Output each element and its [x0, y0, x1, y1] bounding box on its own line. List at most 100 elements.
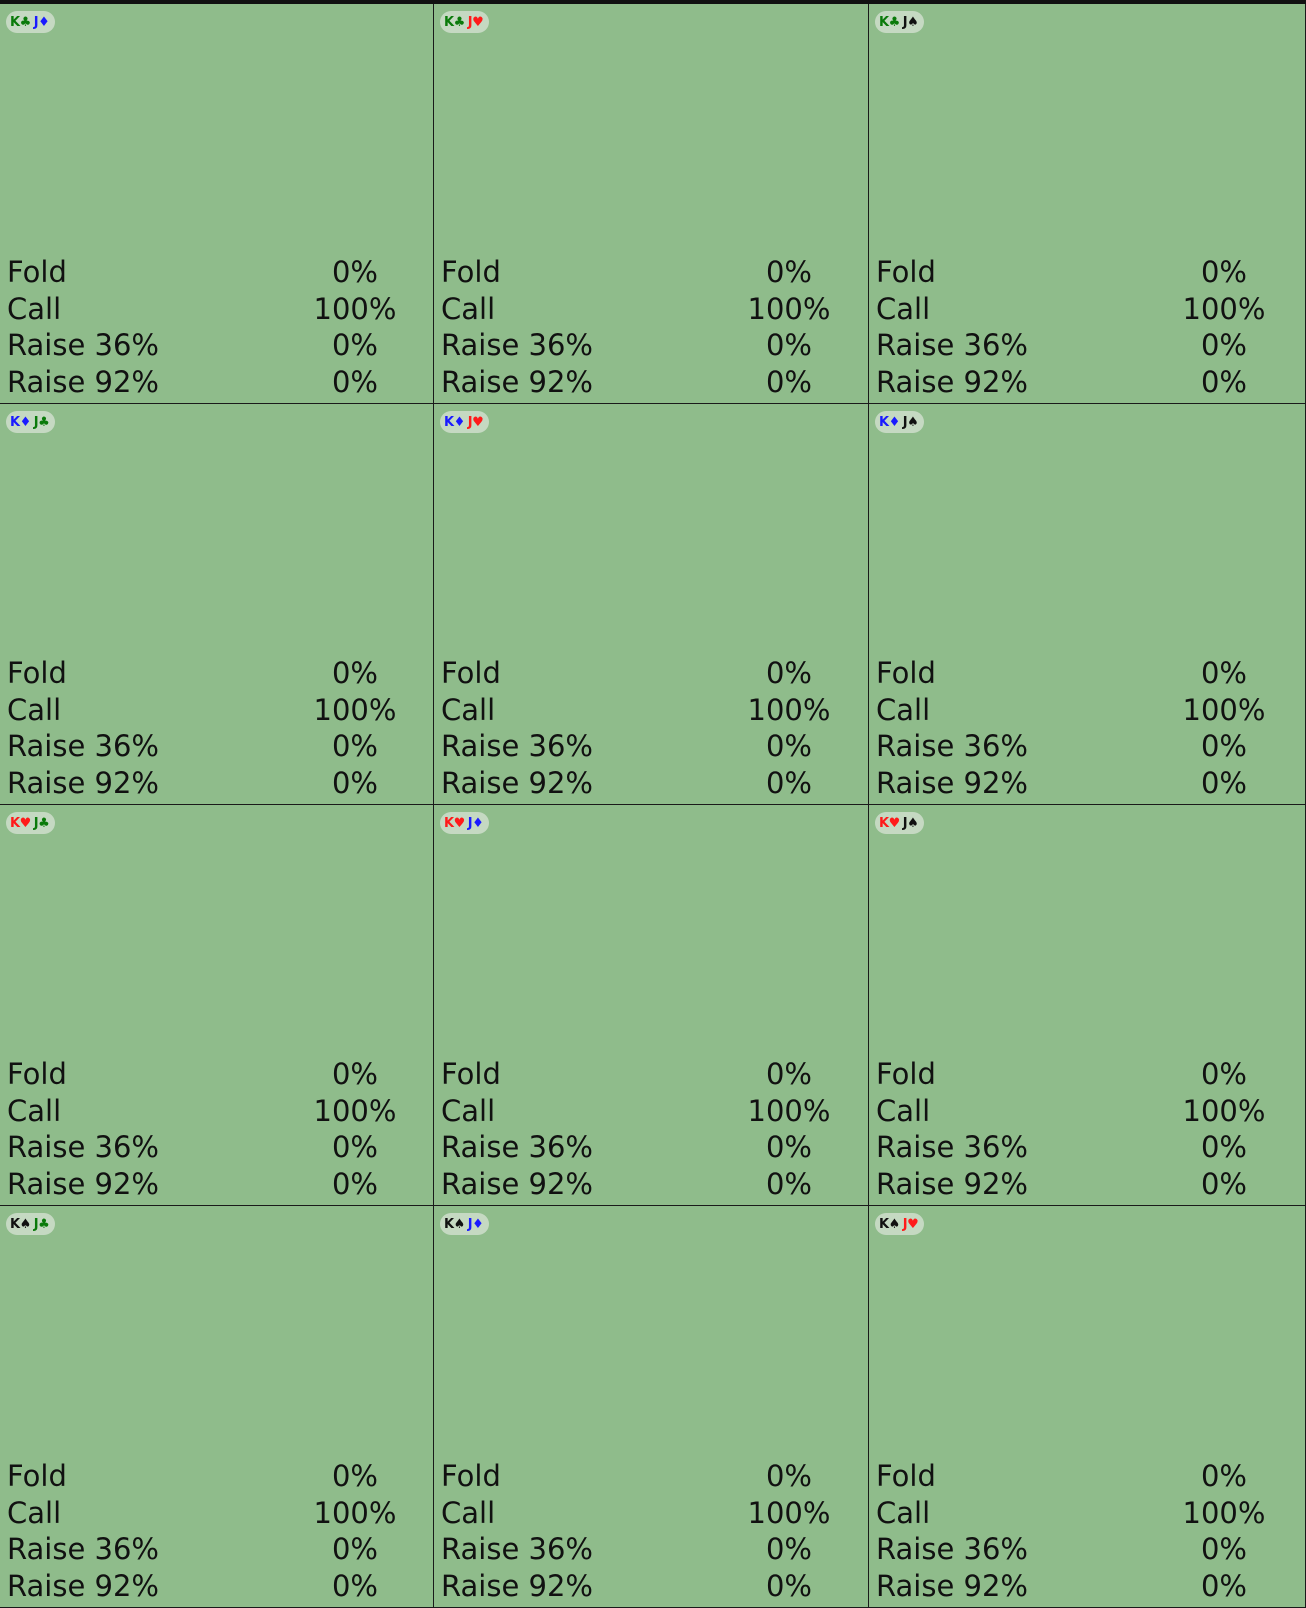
- hand-badge: K ♣ J ♦: [6, 11, 56, 33]
- hearts-suit-icon: ♥: [888, 815, 901, 831]
- hand-cell[interactable]: K ♦ J ♣ Fold 0% Call 100% Raise 36% 0% Raise 92% 0%: [0, 404, 434, 805]
- action-label: Raise 36%: [876, 1130, 1028, 1164]
- card-hearts: J ♥: [468, 16, 484, 29]
- action-frequencies: Fold 0% Call 100% Raise 36% 0% Raise 92% 0%: [876, 254, 1305, 400]
- action-frequency: 0%: [765, 729, 812, 763]
- card-hearts: J ♥: [903, 1218, 919, 1231]
- hand-badge: K ♥ J ♣: [6, 812, 56, 834]
- card-clubs: K ♣: [879, 16, 900, 29]
- action-row: Fold 0%: [876, 1056, 1305, 1093]
- action-frequency: 100%: [747, 1093, 831, 1128]
- hand-cell[interactable]: K ♠ J ♥ Fold 0% Call 100% Raise 36% 0% Raise 92% 0%: [869, 1206, 1306, 1608]
- action-frequency: 100%: [1182, 1093, 1266, 1128]
- hand-cell[interactable]: K ♥ J ♣ Fold 0% Call 100% Raise 36% 0% Raise 92% 0%: [0, 805, 434, 1206]
- hearts-suit-icon: ♥: [907, 1216, 919, 1232]
- action-frequency: 0%: [1200, 364, 1247, 399]
- action-row: Fold 0%: [441, 1056, 868, 1093]
- spades-suit-icon: ♠: [453, 1216, 466, 1232]
- action-label: Raise 36%: [7, 729, 159, 763]
- spades-suit-icon: ♠: [907, 14, 919, 30]
- action-label: Call: [7, 1495, 62, 1530]
- diamonds-suit-icon: ♦: [38, 14, 50, 30]
- action-label: Raise 92%: [876, 364, 1028, 399]
- action-frequency: 100%: [1182, 1495, 1266, 1530]
- action-frequency: 0%: [765, 1568, 812, 1603]
- card-rank: K: [879, 14, 889, 30]
- action-frequency: 0%: [331, 729, 378, 763]
- action-row: Call 100%: [441, 1495, 868, 1532]
- card-hearts: K ♥: [879, 817, 900, 830]
- hand-cell[interactable]: K ♠ J ♣ Fold 0% Call 100% Raise 36% 0% Raise 92% 0%: [0, 1206, 434, 1608]
- hand-cell[interactable]: K ♥ J ♦ Fold 0% Call 100% Raise 36% 0% Raise 92% 0%: [434, 805, 869, 1206]
- diamonds-suit-icon: ♦: [888, 414, 901, 430]
- action-label: Fold: [7, 1459, 67, 1493]
- action-row: Raise 92% 0%: [7, 1568, 433, 1605]
- hand-cell[interactable]: K ♣ J ♥ Fold 0% Call 100% Raise 36% 0% Raise 92% 0%: [434, 4, 869, 404]
- action-row: Raise 36% 0%: [441, 327, 868, 364]
- action-label: Fold: [7, 255, 67, 289]
- card-rank: J: [467, 1216, 473, 1232]
- card-rank: J: [902, 14, 908, 30]
- action-frequencies: Fold 0% Call 100% Raise 36% 0% Raise 92% 0%: [7, 655, 433, 801]
- action-row: Raise 92% 0%: [7, 765, 433, 802]
- card-rank: J: [33, 14, 39, 30]
- action-row: Raise 36% 0%: [876, 728, 1305, 765]
- card-rank: J: [467, 414, 473, 430]
- diamonds-suit-icon: ♦: [19, 414, 32, 430]
- card-spades: J ♠: [903, 16, 919, 29]
- card-clubs: K ♣: [10, 16, 31, 29]
- hand-cell[interactable]: K ♥ J ♠ Fold 0% Call 100% Raise 36% 0% Raise 92% 0%: [869, 805, 1306, 1206]
- action-frequency: 0%: [765, 1532, 812, 1566]
- hand-cell[interactable]: K ♣ J ♦ Fold 0% Call 100% Raise 36% 0% Raise 92% 0%: [0, 4, 434, 404]
- action-frequency: 0%: [765, 328, 812, 362]
- action-row: Raise 36% 0%: [876, 1531, 1305, 1568]
- hand-badge: K ♠ J ♥: [875, 1213, 925, 1235]
- card-clubs: J ♣: [34, 416, 50, 429]
- hand-cell[interactable]: K ♦ J ♥ Fold 0% Call 100% Raise 36% 0% Raise 92% 0%: [434, 404, 869, 805]
- hand-cell[interactable]: K ♣ J ♠ Fold 0% Call 100% Raise 36% 0% Raise 92% 0%: [869, 4, 1306, 404]
- card-spades: K ♠: [10, 1218, 31, 1231]
- action-label: Raise 92%: [441, 1568, 593, 1603]
- action-frequency: 0%: [765, 364, 812, 399]
- card-rank: J: [467, 14, 473, 30]
- card-rank: J: [902, 1216, 908, 1232]
- diamonds-suit-icon: ♦: [472, 1216, 484, 1232]
- action-frequencies: Fold 0% Call 100% Raise 36% 0% Raise 92% 0%: [7, 1056, 433, 1202]
- action-frequencies: Fold 0% Call 100% Raise 36% 0% Raise 92% 0%: [441, 254, 868, 400]
- card-rank: K: [10, 815, 20, 831]
- action-row: Fold 0%: [441, 1458, 868, 1495]
- card-rank: J: [33, 815, 39, 831]
- action-frequency: 0%: [765, 1166, 812, 1201]
- spades-suit-icon: ♠: [19, 1216, 32, 1232]
- card-spades: K ♠: [444, 1218, 465, 1231]
- action-frequency: 0%: [765, 765, 812, 800]
- action-label: Raise 92%: [876, 765, 1028, 800]
- card-rank: J: [902, 414, 908, 430]
- action-row: Raise 92% 0%: [7, 364, 433, 401]
- action-label: Raise 92%: [441, 1166, 593, 1201]
- card-rank: J: [902, 815, 908, 831]
- action-label: Call: [441, 1495, 496, 1530]
- action-row: Fold 0%: [7, 1458, 433, 1495]
- action-frequency: 0%: [331, 1057, 378, 1091]
- action-row: Call 100%: [876, 291, 1305, 328]
- action-frequency: 100%: [313, 1093, 397, 1128]
- action-frequency: 0%: [1200, 729, 1247, 763]
- action-label: Raise 36%: [7, 1532, 159, 1566]
- action-row: Call 100%: [441, 291, 868, 328]
- card-rank: K: [879, 414, 889, 430]
- action-label: Raise 36%: [7, 328, 159, 362]
- action-row: Call 100%: [7, 1495, 433, 1532]
- action-frequencies: Fold 0% Call 100% Raise 36% 0% Raise 92% 0%: [876, 655, 1305, 801]
- hand-cell[interactable]: K ♠ J ♦ Fold 0% Call 100% Raise 36% 0% Raise 92% 0%: [434, 1206, 869, 1608]
- hand-cell[interactable]: K ♦ J ♠ Fold 0% Call 100% Raise 36% 0% Raise 92% 0%: [869, 404, 1306, 805]
- action-row: Raise 92% 0%: [876, 765, 1305, 802]
- action-label: Fold: [7, 1057, 67, 1091]
- action-frequency: 0%: [331, 1166, 378, 1201]
- action-row: Fold 0%: [441, 655, 868, 692]
- action-row: Raise 36% 0%: [441, 728, 868, 765]
- action-label: Call: [7, 291, 62, 326]
- clubs-suit-icon: ♣: [888, 14, 901, 30]
- action-frequency: 0%: [1200, 1166, 1247, 1201]
